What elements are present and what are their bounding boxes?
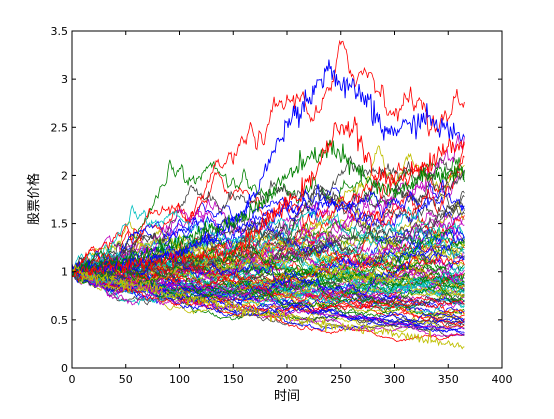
price-path-line <box>71 211 465 298</box>
y-tick-label: 2 <box>61 169 68 182</box>
price-path-line <box>71 183 465 272</box>
price-path-line <box>71 250 465 290</box>
x-tick-label: 50 <box>119 373 133 386</box>
highlighted-price-path <box>71 264 465 350</box>
y-tick-label: 3.5 <box>51 25 69 38</box>
price-path-line <box>71 267 465 304</box>
price-path-line <box>71 233 465 280</box>
price-path-line <box>71 261 465 309</box>
x-tick-label: 150 <box>223 373 244 386</box>
y-tick-label: 1 <box>61 266 68 279</box>
x-tick-label: 300 <box>384 373 405 386</box>
x-tick-label: 400 <box>492 373 513 386</box>
price-path-line <box>71 134 465 278</box>
price-path-line <box>71 235 465 296</box>
price-path-line <box>71 268 465 314</box>
plot-area <box>72 31 502 368</box>
y-tick-label: 0 <box>61 362 68 375</box>
x-tick-label: 250 <box>330 373 351 386</box>
tick-layer: 0 50 100 150 200 250 300 350 400 0 0.5 1 1.5 2 2.5 3 3.5 <box>51 25 513 386</box>
series-layer <box>71 39 465 350</box>
price-path-line <box>71 184 465 273</box>
price-path-line <box>71 262 465 296</box>
x-tick-label: 200 <box>277 373 298 386</box>
y-tick-label: 0.5 <box>51 314 69 327</box>
price-path-line <box>71 262 465 330</box>
x-tick-label: 350 <box>438 373 459 386</box>
price-path-line <box>71 250 465 309</box>
highlighted-price-path <box>71 59 465 277</box>
y-tick-label: 2.5 <box>51 121 69 134</box>
highlighted-price-path <box>71 116 465 278</box>
price-path-line <box>71 39 465 281</box>
price-path-line <box>71 228 465 282</box>
price-path-line <box>71 179 465 286</box>
x-tick-label: 0 <box>69 373 76 386</box>
price-path-line <box>71 248 465 309</box>
y-tick-label: 3 <box>61 73 68 86</box>
price-path-line <box>71 204 465 277</box>
price-path-line <box>71 267 465 337</box>
x-axis-label: 时间 <box>274 389 300 404</box>
price-path-line <box>71 157 465 272</box>
highlighted-price-path <box>71 139 465 278</box>
price-path-line <box>71 143 465 284</box>
price-path-line <box>71 238 465 294</box>
price-path-line <box>71 258 465 297</box>
y-tick-label: 1.5 <box>51 218 69 231</box>
y-axis-label: 股票价格 <box>26 173 42 225</box>
x-tick-label: 100 <box>169 373 190 386</box>
